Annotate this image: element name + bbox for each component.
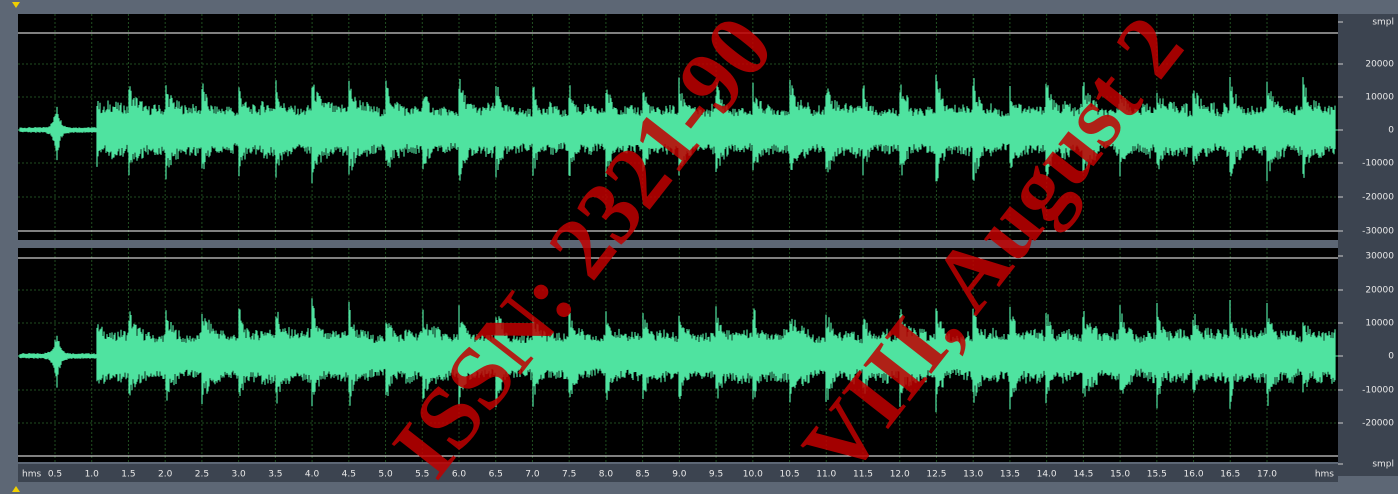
- time-label: 6.5: [489, 470, 503, 480]
- scale-label: -20000: [1362, 193, 1394, 203]
- scale-label: 0: [1388, 126, 1394, 136]
- unit-label: hms: [22, 470, 41, 480]
- time-label: 12.5: [926, 470, 946, 480]
- time-label: 7.5: [562, 470, 576, 480]
- time-label: 1.0: [85, 470, 100, 480]
- time-label: 17.0: [1257, 470, 1277, 480]
- scale-label: 10000: [1365, 93, 1394, 103]
- time-label: 3.0: [231, 470, 246, 480]
- time-label: 2.0: [158, 470, 173, 480]
- amplitude-scale: [1338, 14, 1398, 476]
- time-label: 12.0: [890, 470, 910, 480]
- end-marker[interactable]: [12, 486, 20, 492]
- time-label: 14.5: [1073, 470, 1093, 480]
- scale-label: -10000: [1362, 386, 1394, 396]
- time-label: 11.0: [816, 470, 836, 480]
- time-label: 4.5: [342, 470, 356, 480]
- time-label: 11.5: [853, 470, 873, 480]
- time-label: 10.5: [780, 470, 800, 480]
- time-label: 13.5: [1000, 470, 1020, 480]
- time-label: 13.0: [963, 470, 983, 480]
- scale-label: 20000: [1365, 60, 1394, 70]
- time-label: 8.0: [599, 470, 614, 480]
- scale-label: 30000: [1365, 252, 1394, 262]
- time-label: 14.0: [1037, 470, 1057, 480]
- scale-label: 20000: [1365, 286, 1394, 296]
- time-label: 0.5: [48, 470, 62, 480]
- scale-label: -30000: [1362, 227, 1394, 237]
- scale-label: smpl: [1372, 18, 1394, 28]
- time-label: 3.5: [268, 470, 282, 480]
- time-label: 1.5: [121, 470, 135, 480]
- time-label: 10.0: [743, 470, 763, 480]
- time-label: 16.0: [1184, 470, 1204, 480]
- unit-label: hms: [1315, 470, 1334, 480]
- start-marker[interactable]: [12, 2, 20, 8]
- time-label: 2.5: [195, 470, 209, 480]
- time-label: 8.5: [635, 470, 649, 480]
- time-label: 15.0: [1110, 470, 1130, 480]
- time-label: 4.0: [305, 470, 320, 480]
- time-label: 5.0: [378, 470, 393, 480]
- time-label: 5.5: [415, 470, 429, 480]
- scale-label: smpl: [1372, 460, 1394, 470]
- time-label: 6.0: [452, 470, 467, 480]
- time-label: 16.5: [1220, 470, 1240, 480]
- scale-label: -10000: [1362, 159, 1394, 169]
- scale-label: -20000: [1362, 419, 1394, 429]
- time-label: 15.5: [1147, 470, 1167, 480]
- time-ruler: [18, 464, 1338, 482]
- time-label: 7.0: [525, 470, 540, 480]
- time-label: 9.0: [672, 470, 687, 480]
- scale-label: 0: [1388, 352, 1394, 362]
- scale-label: 10000: [1365, 319, 1394, 329]
- time-label: 9.5: [709, 470, 723, 480]
